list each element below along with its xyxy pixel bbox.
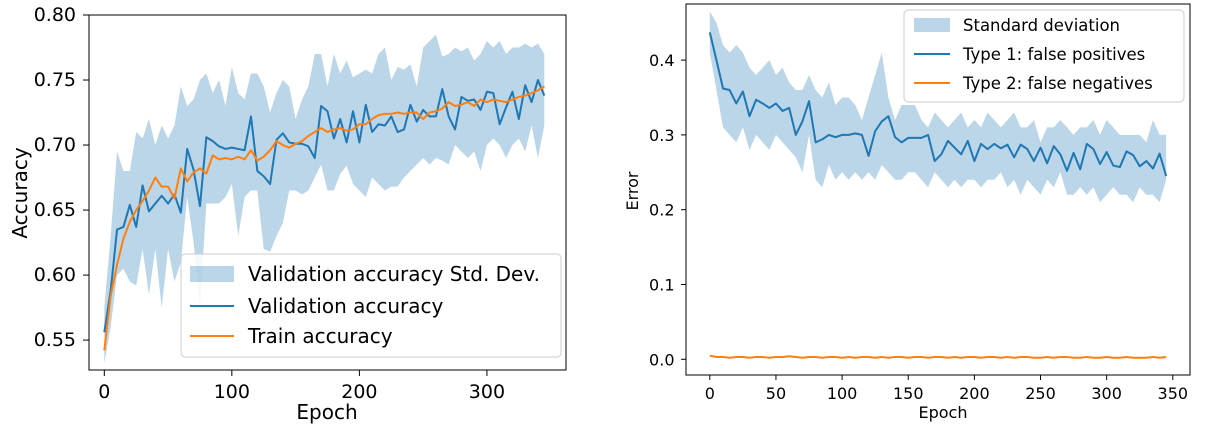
- error-x-tick-label: 50: [766, 384, 786, 403]
- error-x-tick-label: 100: [827, 384, 858, 403]
- accuracy-x-axis-label: Epoch: [296, 400, 357, 424]
- error-ticks: 0 50 100 150 200 250 300 350 0.0 0.1 0.2 0.3 0.4: [649, 51, 1188, 403]
- error-y-tick-label: 0.2: [649, 201, 674, 220]
- legend-swatch-std: [914, 18, 950, 32]
- error-x-tick-label: 200: [959, 384, 990, 403]
- accuracy-y-axis-label: Accuracy: [8, 147, 32, 238]
- error-series-1-line: [708, 32, 1168, 177]
- accuracy-y-tick-label: 0.65: [34, 199, 76, 221]
- accuracy-y-tick-label: 0.80: [34, 4, 76, 26]
- legend-label-train-acc: Train accuracy: [247, 324, 393, 348]
- accuracy-legend-box: [180, 253, 562, 358]
- legend-label-type1: Type 1: false positives: [962, 45, 1145, 64]
- legend-label-val-acc: Validation accuracy: [248, 294, 444, 318]
- accuracy-y-tick-label: 0.70: [34, 134, 76, 156]
- error-y-axis-label: Error: [623, 171, 642, 210]
- error-chart: 0 50 100 150 200 250 300 350 0.0 0.1 0.2 0.3 0.4 Epo…: [623, 3, 1191, 422]
- accuracy-x-tick-label: 0: [98, 381, 110, 403]
- legend-label-type2: Type 2: false negatives: [962, 74, 1153, 93]
- error-y-tick-label: 0.3: [649, 126, 674, 145]
- accuracy-plot-area: [103, 34, 546, 364]
- accuracy-series-group: [103, 34, 546, 364]
- error-legend-box: [903, 9, 1185, 103]
- error-x-tick-label: 350: [1158, 384, 1189, 403]
- error-x-tick-label: 250: [1025, 384, 1056, 403]
- legend-label-std: Standard deviation: [963, 16, 1120, 35]
- accuracy-series-2-line: [103, 85, 545, 351]
- accuracy-series-1-line: [103, 79, 546, 333]
- error-x-tick-label: 300: [1091, 384, 1122, 403]
- error-series-2-line: [709, 354, 1167, 359]
- accuracy-y-tick-label: 0.55: [34, 329, 76, 351]
- error-series-0-std-band: [709, 11, 1167, 203]
- error-y-tick-label: 0.1: [649, 275, 674, 294]
- error-legend: Standard deviation Type 1: false positiv…: [903, 9, 1185, 103]
- accuracy-x-tick-label: 100: [214, 381, 250, 403]
- accuracy-x-tick-label: 300: [469, 381, 505, 403]
- error-x-tick-label: 150: [893, 384, 924, 403]
- error-plot-area: [708, 11, 1168, 359]
- error-y-tick-label: 0.0: [649, 350, 674, 369]
- error-x-tick-label: 0: [705, 384, 715, 403]
- error-y-tick-label: 0.4: [649, 51, 674, 70]
- error-series-group: [708, 11, 1168, 359]
- error-axes-frame: [685, 3, 1191, 376]
- accuracy-axes-frame: [88, 14, 567, 371]
- accuracy-y-tick-label: 0.75: [34, 69, 76, 91]
- accuracy-y-tick-label: 0.60: [34, 264, 76, 286]
- accuracy-ticks: 0 100 200 300 0.55 0.60 0.65 0.70 0.75 0.80: [34, 4, 505, 403]
- legend-swatch-val-std: [190, 266, 234, 282]
- accuracy-legend: Validation accuracy Std. Dev. Validation…: [180, 253, 562, 358]
- accuracy-chart: 0 100 200 300 0.55 0.60 0.65 0.70 0.75 0.80 Epoch…: [8, 4, 567, 424]
- accuracy-x-tick-label: 200: [341, 381, 377, 403]
- legend-label-val-std: Validation accuracy Std. Dev.: [248, 262, 540, 286]
- error-x-axis-label: Epoch: [919, 403, 968, 422]
